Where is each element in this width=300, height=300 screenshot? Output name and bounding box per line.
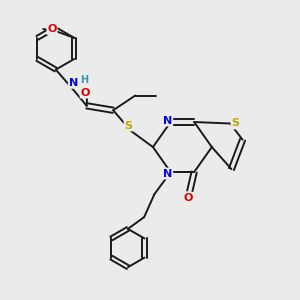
Text: S: S xyxy=(231,118,239,128)
Text: O: O xyxy=(80,88,90,98)
Text: N: N xyxy=(163,116,172,126)
Text: S: S xyxy=(124,121,133,130)
Text: N: N xyxy=(163,169,172,178)
Text: N: N xyxy=(69,78,78,88)
Text: H: H xyxy=(80,75,88,85)
Text: O: O xyxy=(47,24,57,34)
Text: O: O xyxy=(184,193,193,203)
